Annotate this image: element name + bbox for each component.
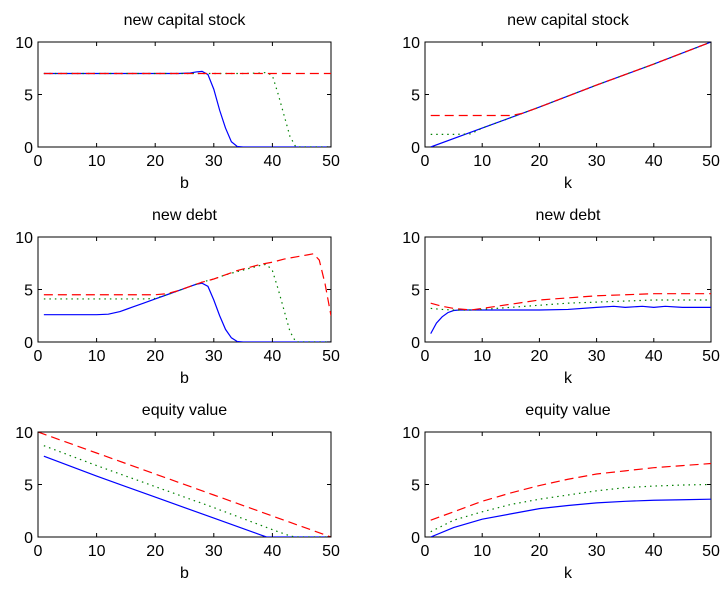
y-tick-label: 10 xyxy=(15,230,33,247)
axes-box xyxy=(424,236,712,343)
x-tick-label: 10 xyxy=(88,543,106,560)
x-tick-label: 50 xyxy=(322,153,340,170)
axes-box xyxy=(37,41,332,148)
series-line-dotted xyxy=(430,483,711,533)
x-tick-label: 30 xyxy=(205,543,223,560)
x-tick-label: 10 xyxy=(88,153,106,170)
series-line-dashed xyxy=(430,293,711,311)
subplot-title: new debt xyxy=(152,207,217,224)
x-tick-label: 0 xyxy=(34,153,43,170)
x-tick-label: 50 xyxy=(702,153,720,170)
series-line-dotted xyxy=(43,71,331,147)
y-tick-label: 10 xyxy=(15,35,33,52)
series-line-solid xyxy=(43,282,331,342)
x-axis-label: k xyxy=(564,370,573,387)
subplot-6: 0 10 20 30 40 50 0 5 10 equity value k xyxy=(402,402,720,582)
x-tick-label: 40 xyxy=(645,153,663,170)
x-tick-label: 10 xyxy=(88,348,106,365)
x-axis-label: k xyxy=(564,175,573,192)
x-tick-label: 20 xyxy=(146,543,164,560)
subplot-title: equity value xyxy=(142,402,227,419)
y-tick-label: 0 xyxy=(24,140,33,157)
x-tick-label: 0 xyxy=(421,543,430,560)
x-tick-label: 30 xyxy=(588,153,606,170)
y-tick-label: 5 xyxy=(411,283,420,300)
series-line-dashed xyxy=(38,432,331,537)
y-tick-label: 10 xyxy=(402,425,420,442)
x-axis-label: k xyxy=(564,565,573,582)
subplot-title: equity value xyxy=(525,402,610,419)
x-axis-label: b xyxy=(180,370,189,387)
x-tick-label: 40 xyxy=(264,153,282,170)
x-tick-label: 20 xyxy=(531,543,549,560)
y-tick-label: 5 xyxy=(411,88,420,105)
x-tick-label: 40 xyxy=(645,543,663,560)
x-tick-label: 20 xyxy=(531,348,549,365)
series-line-dotted xyxy=(43,445,331,537)
x-tick-label: 0 xyxy=(34,348,43,365)
x-tick-label: 50 xyxy=(702,348,720,365)
axes-box xyxy=(424,41,712,148)
subplot-1: 0 10 20 30 40 50 0 5 10 new capital stock b xyxy=(15,12,340,192)
subplot-title: new debt xyxy=(536,207,601,224)
subplot-title: new capital stock xyxy=(507,12,630,29)
subplot-3: 0 10 20 30 40 50 0 5 10 new debt b xyxy=(15,207,340,387)
axes-box xyxy=(424,431,712,538)
x-tick-label: 20 xyxy=(531,153,549,170)
series-line-dashed xyxy=(430,42,711,117)
series-line-dotted xyxy=(43,263,331,342)
x-tick-label: 10 xyxy=(473,543,491,560)
y-tick-label: 5 xyxy=(24,478,33,495)
x-tick-label: 20 xyxy=(146,348,164,365)
subplot-4: 0 10 20 30 40 50 0 5 10 new debt k xyxy=(402,207,720,387)
x-tick-label: 10 xyxy=(473,348,491,365)
y-tick-label: 5 xyxy=(24,88,33,105)
series-line-dotted xyxy=(430,299,711,311)
x-tick-label: 50 xyxy=(702,543,720,560)
axes-box xyxy=(37,236,332,343)
series-line-dotted xyxy=(430,42,711,135)
subplot-5: 0 10 20 30 40 50 0 5 10 equity value b xyxy=(15,402,340,582)
x-tick-label: 0 xyxy=(421,348,430,365)
subplot-title: new capital stock xyxy=(124,12,247,29)
x-tick-label: 30 xyxy=(205,348,223,365)
x-tick-label: 50 xyxy=(322,348,340,365)
y-tick-label: 10 xyxy=(402,230,420,247)
y-tick-label: 10 xyxy=(15,425,33,442)
y-tick-label: 0 xyxy=(24,530,33,547)
x-tick-label: 20 xyxy=(146,153,164,170)
y-tick-label: 10 xyxy=(402,35,420,52)
x-tick-label: 40 xyxy=(264,348,282,365)
y-tick-label: 5 xyxy=(24,283,33,300)
x-tick-label: 0 xyxy=(34,543,43,560)
x-axis-label: b xyxy=(180,175,189,192)
y-tick-label: 0 xyxy=(411,530,420,547)
x-axis-label: b xyxy=(180,565,189,582)
series-line-solid xyxy=(430,498,711,537)
x-tick-label: 0 xyxy=(421,153,430,170)
series-line-solid xyxy=(430,305,711,334)
y-tick-label: 0 xyxy=(411,140,420,157)
series-line-solid xyxy=(43,70,331,147)
series-line-dashed xyxy=(430,462,711,521)
x-tick-label: 50 xyxy=(322,543,340,560)
y-tick-label: 5 xyxy=(411,478,420,495)
x-tick-label: 30 xyxy=(588,348,606,365)
y-tick-label: 0 xyxy=(411,335,420,352)
y-tick-label: 0 xyxy=(24,335,33,352)
series-line-solid xyxy=(43,455,331,537)
x-tick-label: 40 xyxy=(645,348,663,365)
x-tick-label: 10 xyxy=(473,153,491,170)
x-tick-label: 40 xyxy=(264,543,282,560)
subplot-2: 0 10 20 30 40 50 0 5 10 new capital stock k xyxy=(402,12,720,192)
x-tick-label: 30 xyxy=(205,153,223,170)
x-tick-label: 30 xyxy=(588,543,606,560)
series-line-dashed xyxy=(43,253,331,316)
